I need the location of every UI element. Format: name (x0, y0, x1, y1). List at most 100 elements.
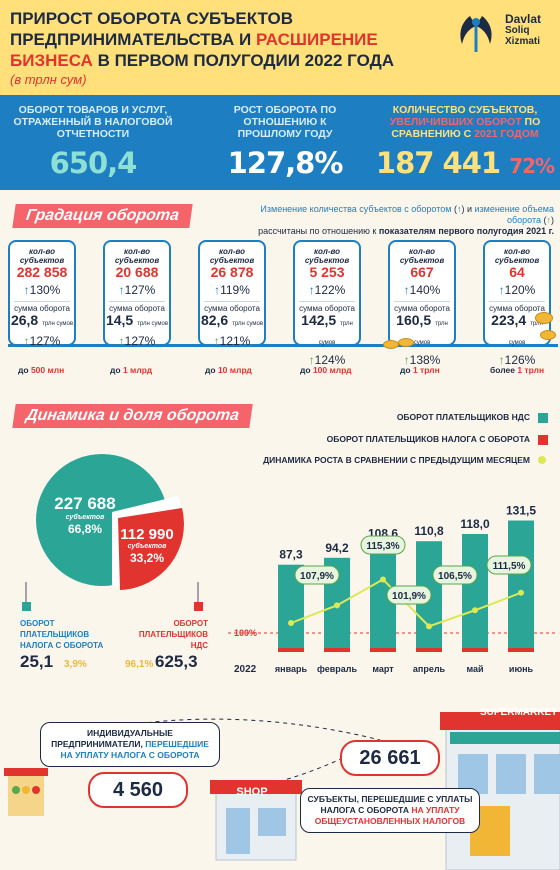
card-count-pct: ↑130% (23, 283, 61, 297)
arrow-up-icon: ↑ (213, 334, 220, 348)
tick-label: до 100 млрд (300, 365, 352, 375)
card-sum-pct: ↑126% (498, 353, 536, 367)
arrow-up-icon: ↑ (308, 283, 315, 297)
arrow-up-icon: ↑ (498, 283, 505, 297)
kpi-subjects-pct: 72% (509, 154, 555, 178)
card-sum: 82,6 трлн сумов (200, 312, 264, 328)
coin-icon (540, 330, 556, 340)
tax-service-logo (460, 16, 492, 52)
pie-slice-red (118, 508, 184, 590)
growth-label-box (294, 565, 340, 585)
bar-value-label: 118,0 (460, 517, 490, 531)
card-count: 20 688 (115, 264, 159, 280)
coin-icon (383, 340, 399, 349)
card-count: 26 878 (210, 264, 254, 280)
card-divider (394, 301, 450, 302)
card-sum-label: сумма оборота (489, 304, 545, 313)
bottom-illustration (4, 712, 560, 870)
legend-label: Динамика роста в сравнении с предыдущим … (263, 455, 530, 465)
growth-point (472, 607, 478, 614)
card-count-pct: ↑122% (308, 283, 346, 297)
bar-red-segment (324, 648, 350, 652)
timeline-axis (8, 344, 558, 347)
pie-green-label: 227 688 субъектов 66,8% (54, 494, 116, 536)
growth-label: 106,5% (438, 571, 472, 582)
left-value-pill: 4 560 (88, 772, 188, 808)
legend-swatch (538, 413, 548, 423)
growth-label-box (386, 585, 432, 605)
kpi-growth-value: 127,8% (227, 146, 344, 180)
arrow-up-icon: ↑ (118, 334, 125, 348)
legend-swatch (538, 435, 548, 445)
coin-icon (398, 338, 414, 347)
card-divider (14, 301, 70, 302)
pie-connectors (22, 582, 203, 611)
dynamics-title: Динамика и доля оборота (12, 404, 253, 428)
x-tick-label: март (372, 664, 394, 674)
growth-label-box (486, 555, 532, 575)
card-count: 282 858 (16, 264, 68, 280)
growth-point (334, 602, 340, 609)
card-count-pct: ↑120% (498, 283, 536, 297)
card-sum-label: сумма оборота (394, 304, 450, 313)
card-count-label: кол-во субъектов (19, 247, 65, 265)
card-sum: 142,5 трлн сумов (301, 312, 353, 347)
bar-red-segment (462, 648, 488, 652)
bar-red-segment (370, 648, 396, 652)
growth-point (426, 623, 432, 630)
page-title: Прирост оборота субъектов предпринимател… (10, 9, 394, 70)
gradation-title: Градация оборота (12, 204, 193, 228)
card-sum-pct: ↑127% (118, 334, 156, 348)
growth-label-box (360, 535, 406, 555)
card-count-label: кол-во субъектов (114, 247, 160, 265)
pie-green-caption: Оборот плательщиков налога с оборота (20, 619, 104, 650)
kpi-subjects-value: 187 441 (375, 146, 501, 180)
year-label: 2022 (234, 664, 257, 675)
tick-label: до 1 млрд (110, 365, 153, 375)
speech-right: Субъекты, перешедшие с уплаты налога с о… (300, 788, 480, 833)
card-sum-label: сумма оборота (299, 304, 355, 313)
growth-label: 115,3% (366, 541, 399, 552)
card-count: 667 (410, 264, 434, 280)
turnover-card: кол-во субъектов 5 253 ↑122% сумма оборота 1… (293, 240, 361, 367)
pie-red-share: 96,1% (125, 659, 154, 670)
speech-left: Индивидуальные предприниматели, перешедш… (40, 722, 220, 767)
arrow-up-icon: ↑ (403, 353, 410, 367)
pie-green-share: 3,9% (64, 659, 87, 670)
bar (462, 534, 488, 650)
card-count-pct: ↑127% (118, 283, 156, 297)
arrow-up-icon: ↑ (214, 283, 221, 297)
card-count-pct: ↑119% (214, 283, 250, 297)
logo-text: Davlat Soliq Xizmati (505, 12, 542, 47)
turnover-card: кол-во субъектов 282 858 ↑130% сумма оборот… (8, 240, 76, 348)
card-count-label: кол-во субъектов (209, 247, 255, 265)
bar (508, 520, 534, 650)
bar-value-label: 87,3 (279, 548, 303, 562)
page-subtitle: (в трлн сум) (10, 72, 87, 87)
pie-red-caption: Оборот плательщиков НДС (138, 619, 208, 650)
card-divider (204, 301, 260, 302)
card-divider (489, 301, 545, 302)
growth-point (518, 589, 524, 596)
card-sum-pct: ↑121% (213, 334, 251, 348)
gradation-note: Изменение количества субъектов с оборото… (258, 204, 554, 236)
bar-red-segment (416, 648, 442, 652)
x-tick-label: февраль (317, 664, 358, 674)
arrow-up-icon: ↑ (23, 283, 30, 297)
coin-icon (535, 312, 553, 324)
card-sum-label: сумма оборота (204, 304, 260, 313)
kpi-growth: Рост оборота по отношению к прошлому год… (210, 104, 360, 180)
share-pie-chart (36, 454, 184, 590)
shop-sign: SHOP (236, 786, 268, 798)
growth-point (380, 576, 386, 583)
x-tick-label: январь (275, 664, 308, 674)
arrow-up-icon: ↑ (23, 334, 30, 348)
legend-swatch (538, 456, 546, 464)
card-count-label: кол-во субъектов (494, 247, 540, 265)
bar-red-segment (508, 648, 534, 652)
growth-point (288, 620, 294, 626)
header (0, 0, 560, 95)
bar-value-label: 94,2 (325, 541, 349, 555)
pie-red-label: 112 990 субъектов 33,2% (120, 526, 174, 565)
card-divider (109, 301, 165, 302)
